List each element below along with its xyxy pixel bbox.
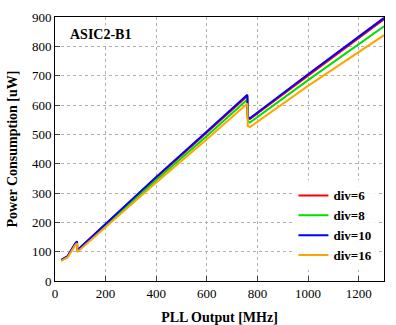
svg-text:0: 0 [45, 274, 52, 289]
svg-text:700: 700 [32, 68, 52, 83]
svg-text:600: 600 [32, 98, 52, 113]
svg-text:100: 100 [32, 244, 52, 259]
svg-text:div=6: div=6 [333, 188, 365, 203]
svg-text:300: 300 [32, 186, 52, 201]
svg-text:500: 500 [32, 127, 52, 142]
svg-text:600: 600 [197, 286, 217, 301]
svg-text:Power Consumption [uW]: Power Consumption [uW] [5, 71, 20, 228]
svg-text:PLL Output [MHz]: PLL Output [MHz] [161, 310, 278, 325]
svg-text:200: 200 [96, 286, 116, 301]
svg-text:800: 800 [32, 39, 52, 54]
svg-text:div=8: div=8 [333, 208, 365, 223]
svg-text:800: 800 [248, 286, 268, 301]
svg-text:200: 200 [32, 215, 52, 230]
svg-text:div=10: div=10 [333, 228, 371, 243]
svg-text:400: 400 [146, 286, 166, 301]
svg-text:div=16: div=16 [333, 248, 371, 263]
svg-text:0: 0 [52, 286, 59, 301]
svg-text:1000: 1000 [295, 286, 321, 301]
svg-text:400: 400 [32, 156, 52, 171]
svg-text:900: 900 [32, 10, 52, 25]
svg-text:1200: 1200 [346, 286, 372, 301]
svg-text:ASIC2-B1: ASIC2-B1 [70, 27, 131, 42]
